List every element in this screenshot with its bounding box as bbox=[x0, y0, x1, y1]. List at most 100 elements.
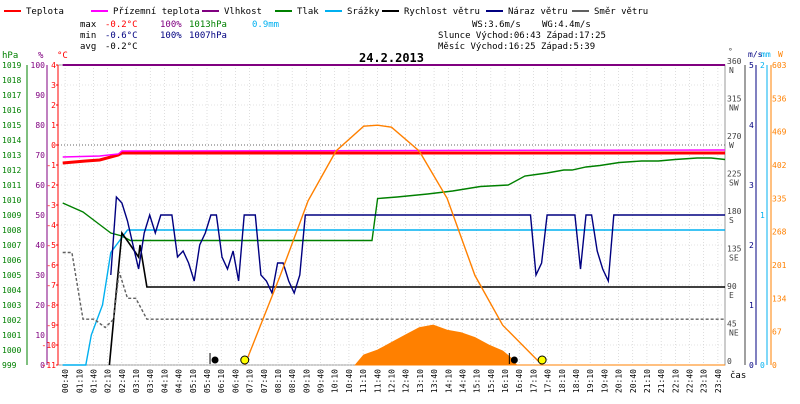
legend-label: Teplota bbox=[26, 7, 64, 17]
pressure-tick: 1014 bbox=[2, 136, 21, 145]
legend-label: Tlak bbox=[297, 7, 319, 17]
temp-tick: 1 bbox=[51, 121, 56, 130]
time-tick: 16:40 bbox=[515, 369, 524, 393]
direction-label: S bbox=[729, 216, 734, 225]
axis-time: 00:40 01:10 01:40 02:10 02:40 03:10 03:40 04:10… bbox=[61, 369, 746, 393]
stats-ws: WS:3.6m/s bbox=[472, 20, 521, 30]
time-tick: 18:40 bbox=[572, 369, 581, 393]
series-p-zemn-teplota bbox=[62, 149, 726, 158]
direction-label: SW bbox=[729, 179, 739, 188]
axis-rain-unit: mm bbox=[761, 50, 771, 59]
stats-max-hum: 100% bbox=[160, 20, 182, 30]
time-tick: 10:40 bbox=[345, 369, 354, 393]
wind-tick: 5 bbox=[749, 61, 754, 70]
time-tick: 23:40 bbox=[714, 369, 723, 393]
time-tick: 08:10 bbox=[274, 369, 283, 393]
axis-wind-unit: m/s bbox=[748, 50, 763, 59]
time-tick: 05:40 bbox=[203, 369, 212, 393]
axis-direction-unit: ° bbox=[728, 47, 733, 56]
stats-max-label: max bbox=[80, 20, 97, 30]
pressure-tick: 1018 bbox=[2, 76, 21, 85]
direction-tick: 360 bbox=[727, 57, 742, 66]
solar-tick: 201 bbox=[772, 261, 787, 270]
solar-tick: 67 bbox=[772, 328, 782, 337]
pressure-tick: 1010 bbox=[2, 196, 21, 205]
stats-block: max -0.2°C 100% 1013hPa 0.9mm min -0.6°C 100% 10… bbox=[80, 20, 606, 52]
rain-tick: 2 bbox=[760, 61, 765, 70]
stats-sun: Slunce Východ:06:43 Západ:17:25 bbox=[438, 31, 606, 41]
time-tick: 00:40 bbox=[61, 369, 70, 393]
axis-temp-unit: °C bbox=[57, 51, 68, 61]
direction-tick: 225 bbox=[727, 170, 742, 179]
time-tick: 09:40 bbox=[317, 369, 326, 393]
solar-tick: 335 bbox=[772, 194, 787, 203]
time-tick: 16:10 bbox=[501, 369, 510, 393]
humidity-tick: 80 bbox=[35, 121, 45, 130]
direction-label: NW bbox=[729, 104, 739, 113]
wind-tick: 3 bbox=[749, 181, 754, 190]
humidity-tick: 0 bbox=[40, 361, 45, 370]
series-group bbox=[62, 64, 726, 366]
axis-rain: mm 2 1 0 bbox=[760, 50, 771, 370]
pressure-tick: 1007 bbox=[2, 241, 21, 250]
time-tick: 12:40 bbox=[402, 369, 411, 393]
temp-tick: -10 bbox=[42, 341, 57, 350]
direction-tick: 45 bbox=[727, 320, 737, 329]
axis-solar-unit: W bbox=[778, 50, 783, 59]
moonrise-marker bbox=[510, 356, 518, 364]
temp-tick: 2 bbox=[51, 101, 56, 110]
stats-avg-temp: -0.2°C bbox=[105, 42, 138, 52]
wind-tick: 4 bbox=[749, 121, 754, 130]
stats-min-hum: 100% bbox=[160, 31, 182, 41]
sunrise-marker bbox=[240, 355, 250, 365]
series-sr-ky bbox=[62, 229, 725, 366]
temp-tick: -2 bbox=[46, 181, 56, 190]
pressure-tick: 1009 bbox=[2, 211, 21, 220]
temp-tick: -9 bbox=[46, 321, 56, 330]
pressure-tick: 1005 bbox=[2, 271, 21, 280]
temp-tick: -8 bbox=[46, 301, 56, 310]
time-tick: 04:10 bbox=[160, 369, 169, 393]
series-teplota bbox=[62, 151, 725, 165]
humidity-tick: 100 bbox=[31, 61, 46, 70]
axis-time-unit: čas bbox=[730, 370, 746, 381]
time-tick: 13:10 bbox=[416, 369, 425, 393]
events bbox=[209, 353, 547, 365]
time-tick: 03:10 bbox=[132, 369, 141, 393]
temp-tick: -1 bbox=[46, 161, 56, 170]
direction-label: E bbox=[729, 291, 734, 300]
time-tick: 23:10 bbox=[700, 369, 709, 393]
time-tick: 15:40 bbox=[487, 369, 496, 393]
chart-title: 24.2.2013 bbox=[359, 51, 424, 65]
stats-max-temp: -0.2°C bbox=[105, 20, 138, 30]
humidity-tick: 50 bbox=[35, 211, 45, 220]
legend-label: Náraz větru bbox=[508, 7, 568, 17]
humidity-tick: 30 bbox=[35, 271, 45, 280]
solar-tick: 469 bbox=[772, 128, 787, 137]
time-tick: 08:40 bbox=[288, 369, 297, 393]
pressure-tick: 1006 bbox=[2, 256, 21, 265]
time-tick: 07:40 bbox=[260, 369, 269, 393]
time-tick: 14:40 bbox=[458, 369, 467, 393]
time-tick: 21:10 bbox=[643, 369, 652, 393]
time-tick: 22:40 bbox=[686, 369, 695, 393]
legend-label: Srážky bbox=[347, 7, 380, 17]
axis-temperature: °C4 3 2 1 0 -1 -2 -3 -4 -5 -6 -7 -8 -9 -10 -11 bbox=[42, 51, 68, 370]
time-tick: 19:40 bbox=[600, 369, 609, 393]
wind-tick: 2 bbox=[749, 241, 754, 250]
stats-min-temp: -0.6°C bbox=[105, 31, 138, 41]
temp-tick: -3 bbox=[46, 201, 56, 210]
temp-tick: -7 bbox=[46, 281, 56, 290]
direction-tick: 135 bbox=[727, 245, 742, 254]
rain-tick: 0 bbox=[760, 361, 765, 370]
stats-max-rain: 0.9mm bbox=[252, 20, 279, 30]
direction-label: SE bbox=[729, 254, 739, 263]
humidity-tick: 20 bbox=[35, 301, 45, 310]
pressure-tick: 1017 bbox=[2, 91, 21, 100]
legend: Teplota Přízemní teplota Vlhkost Tlak Srážky… bbox=[4, 7, 648, 17]
time-tick: 11:10 bbox=[359, 369, 368, 393]
temp-tick: 4 bbox=[51, 61, 56, 70]
time-tick: 20:40 bbox=[629, 369, 638, 393]
